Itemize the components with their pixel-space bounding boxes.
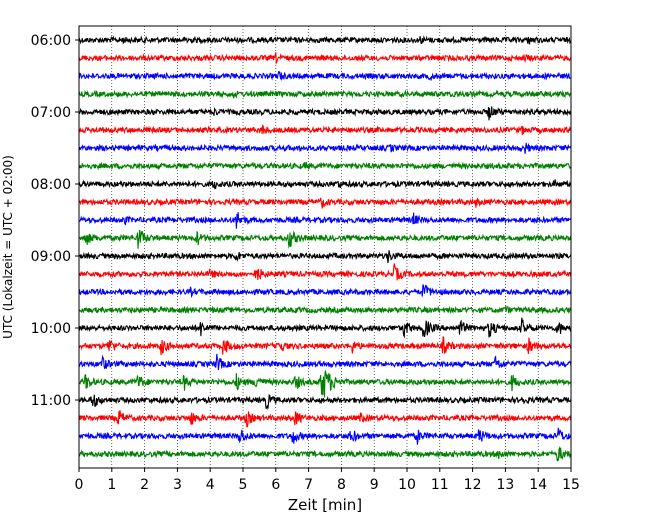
trace-0715 xyxy=(78,124,572,136)
trace-0800 xyxy=(78,179,572,190)
x-tick-label: 10 xyxy=(398,477,416,493)
trace-0700 xyxy=(78,106,572,121)
trace-1030 xyxy=(78,353,572,371)
y-axis-ticks: 06:00 07:00 08:00 09:00 10:00 11:00 xyxy=(31,33,79,409)
x-tick-label: 3 xyxy=(173,477,182,493)
trace-0630 xyxy=(78,70,572,82)
x-tick-label: 5 xyxy=(239,477,248,493)
trace-1130 xyxy=(78,427,572,445)
x-tick-label: 4 xyxy=(206,477,215,493)
x-tick-label: 1 xyxy=(107,477,116,493)
y-tick-label: 08:00 xyxy=(31,177,71,193)
x-tick-label: 13 xyxy=(496,477,514,493)
trace-0730 xyxy=(78,142,572,154)
x-axis-label: Zeit [min] xyxy=(288,496,362,514)
y-tick-label: 10:00 xyxy=(31,321,71,337)
x-tick-label: 15 xyxy=(562,477,580,493)
trace-0815 xyxy=(78,197,572,209)
x-axis-ticks: 0 1 2 3 4 5 6 7 8 9 10 11 12 13 14 15 xyxy=(75,468,580,493)
x-tick-label: 8 xyxy=(337,477,346,493)
x-tick-label: 14 xyxy=(529,477,547,493)
trace-0845 xyxy=(78,229,572,249)
x-tick-label: 2 xyxy=(140,477,149,493)
x-tick-label: 7 xyxy=(304,477,313,493)
y-axis-label: UTC (Lokalzeit = UTC + 02:00) xyxy=(1,155,15,339)
y-tick-label: 09:00 xyxy=(31,249,71,265)
plot-frame xyxy=(78,25,572,469)
y-tick-label: 07:00 xyxy=(31,105,71,121)
trace-0600 xyxy=(78,35,572,45)
x-tick-label: 11 xyxy=(431,477,449,493)
trace-0830 xyxy=(78,212,572,229)
x-tick-label: 9 xyxy=(370,477,379,493)
x-tick-label: 6 xyxy=(271,477,280,493)
trace-0945 xyxy=(78,305,572,315)
seismogram-traces xyxy=(78,35,572,462)
trace-0615 xyxy=(78,52,572,65)
trace-0900 xyxy=(78,250,572,264)
trace-0930 xyxy=(78,284,572,299)
trace-1115 xyxy=(78,410,572,428)
x-tick-label: 12 xyxy=(464,477,482,493)
trace-0645 xyxy=(78,89,572,99)
y-tick-label: 06:00 xyxy=(31,33,71,49)
trace-0915 xyxy=(78,263,572,281)
trace-1015 xyxy=(78,336,572,356)
x-tick-label: 0 xyxy=(75,477,84,493)
trace-1000 xyxy=(78,317,572,339)
trace-1045 xyxy=(78,370,572,398)
trace-1145 xyxy=(78,446,572,462)
y-tick-label: 11:00 xyxy=(31,393,71,409)
trace-1100 xyxy=(78,394,572,410)
trace-0745 xyxy=(78,161,572,171)
